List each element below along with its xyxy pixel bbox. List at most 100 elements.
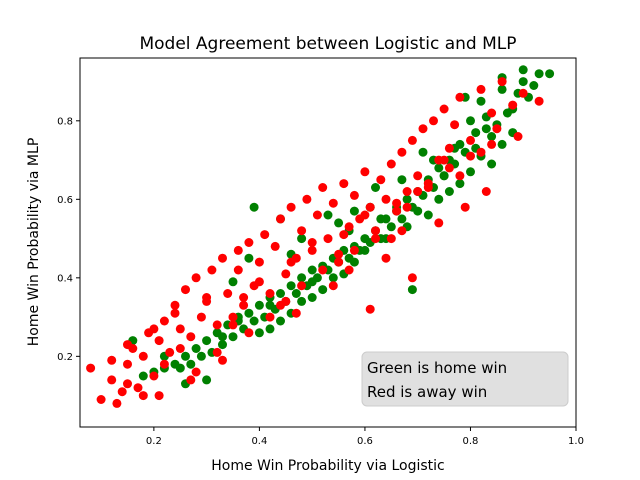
away-win-point [466, 151, 475, 161]
x-axis-label: Home Win Probability via Logistic [211, 458, 444, 474]
away-win-point [291, 308, 301, 318]
away-win-point [492, 124, 502, 134]
away-win-point [202, 293, 212, 302]
away-win-point [212, 347, 222, 357]
away-win-point [307, 238, 317, 247]
away-win-point [123, 359, 132, 369]
away-win-point [170, 300, 180, 310]
away-win-point [397, 226, 407, 236]
away-win-point [270, 241, 280, 251]
away-win-point [149, 371, 159, 381]
x-tick-label: 0.4 [251, 436, 267, 447]
home-win-point [487, 132, 497, 141]
away-win-point [518, 88, 528, 98]
x-tick-label: 0.2 [146, 436, 162, 447]
home-win-point [349, 257, 359, 267]
away-win-point [107, 375, 117, 385]
annotation-line-home: Green is home win [367, 359, 507, 377]
home-win-point [334, 218, 344, 228]
away-win-point [392, 198, 402, 208]
home-win-point [276, 316, 285, 326]
home-win-point [518, 77, 528, 87]
away-win-point [260, 230, 270, 240]
away-win-point [254, 277, 264, 287]
home-win-point [466, 116, 475, 126]
away-win-point [123, 379, 132, 389]
away-win-point [307, 245, 317, 255]
away-win-point [297, 281, 307, 291]
away-win-point [218, 253, 227, 263]
away-win-point [286, 257, 296, 267]
away-win-point [149, 324, 159, 334]
away-win-point [297, 226, 307, 236]
away-win-point [233, 265, 243, 275]
away-win-point [344, 265, 354, 275]
away-win-point [376, 175, 386, 185]
away-win-point [191, 367, 201, 377]
away-win-point [339, 230, 349, 240]
home-win-point [286, 281, 296, 291]
away-win-point [218, 355, 227, 365]
away-win-point [513, 132, 523, 141]
away-win-point [508, 100, 518, 110]
away-win-point [323, 234, 333, 244]
away-win-point [286, 202, 296, 212]
away-win-point [318, 265, 328, 275]
away-win-point [381, 194, 391, 204]
away-win-point [159, 359, 169, 369]
home-win-point [349, 206, 359, 216]
home-win-point [244, 253, 254, 263]
away-win-point [450, 120, 460, 130]
home-win-point [254, 300, 264, 310]
away-win-point [339, 179, 349, 189]
home-win-point [202, 336, 212, 346]
x-tick-label: 0.8 [463, 436, 479, 447]
away-win-point [107, 355, 117, 365]
home-win-point [175, 363, 185, 373]
home-win-point [307, 277, 317, 287]
away-win-point [349, 245, 359, 255]
home-win-point [402, 194, 412, 204]
away-win-point [212, 320, 222, 330]
away-win-point [123, 340, 132, 350]
away-win-point [96, 395, 106, 404]
home-win-point [397, 214, 407, 224]
home-win-point [218, 332, 227, 342]
home-win-point [254, 328, 264, 338]
away-win-point [276, 214, 285, 224]
home-win-point [265, 324, 275, 334]
home-win-point [376, 214, 386, 224]
home-win-point [360, 245, 370, 255]
legend-annotation: Green is home win Red is away win [361, 351, 569, 407]
home-win-point [202, 375, 212, 385]
away-win-point [239, 293, 249, 302]
away-win-point [228, 312, 238, 322]
away-win-point [534, 96, 544, 106]
home-win-point [371, 183, 380, 192]
away-win-point [281, 269, 291, 279]
away-win-point [112, 398, 122, 408]
home-win-point [444, 187, 454, 196]
home-win-point [518, 65, 528, 75]
home-win-point [481, 124, 491, 134]
away-win-point [349, 190, 359, 200]
away-win-point [175, 324, 185, 334]
away-win-point [138, 391, 148, 401]
away-win-point [413, 187, 423, 196]
plot-frame [79, 57, 577, 428]
away-win-point [154, 391, 164, 401]
away-win-point [196, 312, 206, 322]
y-tick-label: 0.4 [57, 273, 73, 284]
home-win-point [249, 316, 259, 326]
away-win-point [334, 257, 344, 267]
away-win-point [328, 198, 338, 208]
y-axis-ticks: 0.2 0.4 0.6 0.8 [57, 116, 80, 363]
home-win-point [218, 340, 227, 350]
away-win-point [191, 273, 201, 283]
y-axis-label: Home Win Probability via MLP [26, 138, 42, 347]
away-win-point [312, 210, 322, 220]
away-win-point [381, 253, 391, 263]
away-win-point [360, 210, 370, 220]
away-win-point [165, 347, 175, 357]
away-win-point [497, 77, 507, 87]
